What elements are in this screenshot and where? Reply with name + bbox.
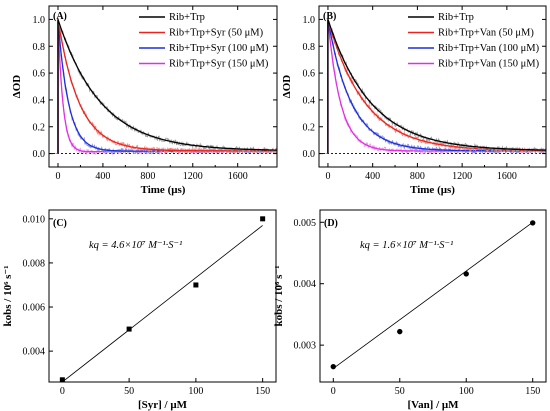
panel-label: (A) (53, 11, 67, 22)
legend-entry: Rib+Trp (169, 12, 205, 23)
y-tick-label: 0.010 (23, 214, 46, 225)
y-tick-label: 0.003 (294, 341, 317, 352)
x-axis-label: [Syr] / μM (138, 399, 188, 411)
series-1 (55, 17, 278, 155)
y-tick-label: 0.0 (303, 149, 316, 160)
legend-entry: Rib+Trp+Van (150 μM) (438, 59, 540, 70)
y-tick-label: 0.6 (33, 69, 46, 80)
x-axis-label: [Van] / μM (407, 399, 459, 411)
x-tick-label: 400 (365, 171, 380, 182)
series-fit-line (327, 19, 546, 154)
y-tick-label: 0.2 (33, 122, 46, 133)
linear-fit-line (333, 221, 533, 369)
series-fit-line (57, 19, 277, 154)
legend-entry: Rib+Trp+Syr (50 μM) (169, 28, 264, 39)
decay-panel-b: 0 400 800 1200 1600 0.0 0.2 0.4 0.6 0.8 1.0 Time (μ… (281, 5, 547, 196)
series-0 (55, 19, 278, 155)
panel-label: (B) (323, 11, 336, 22)
y-tick-label: 1.0 (33, 15, 46, 26)
y-tick-label: 0.8 (303, 42, 316, 53)
x-tick-label: 50 (124, 386, 134, 397)
y-tick-label: 0.2 (303, 122, 316, 133)
series-0 (325, 19, 547, 155)
y-axis-label: ΔOD (281, 75, 293, 98)
y-tick-label: 1.0 (303, 15, 316, 26)
series-raw-trace (55, 17, 278, 155)
series-fit-line (327, 19, 546, 154)
series-fit-line (57, 19, 277, 154)
y-tick-label: 0.4 (303, 95, 316, 106)
y-axis-label: ΔOD (11, 75, 23, 98)
x-tick-label: 400 (95, 171, 110, 182)
series-fit-line (57, 19, 277, 154)
x-tick-label: 800 (410, 171, 425, 182)
x-tick-label: 1600 (228, 171, 248, 182)
y-tick-label: 0.004 (294, 279, 317, 290)
kinetics-panel-d: 0 50 100 150 0.003 0.004 0.005 [Van] / μM kobs /… (273, 209, 547, 411)
x-tick-label: 100 (459, 386, 474, 397)
y-tick-label: 0.8 (33, 42, 46, 53)
x-tick-label: 1200 (183, 171, 203, 182)
x-tick-label: 0 (60, 386, 65, 397)
panel-label: (D) (324, 218, 338, 229)
x-tick-label: 1600 (497, 171, 517, 182)
legend-entry: Rib+Trp+Van (100 μM) (438, 43, 540, 54)
x-tick-label: 150 (255, 386, 270, 397)
x-axis-label: Time (μs) (410, 184, 455, 196)
x-tick-label: 0 (55, 171, 60, 182)
data-point (397, 328, 403, 335)
rate-constant-annotation: kq = 4.6×10⁷ M⁻¹·S⁻¹ (89, 240, 182, 251)
y-tick-label: 0.6 (303, 69, 316, 80)
x-tick-label: 50 (395, 386, 405, 397)
y-axis-label: kobs / 10⁶ s⁻¹ (273, 265, 285, 326)
y-axis-label: kobs / 10⁶ s⁻¹ (2, 265, 14, 326)
plot-frame (48, 209, 277, 383)
data-point (463, 271, 469, 277)
data-point (330, 363, 336, 370)
series-fit-line (327, 19, 546, 154)
legend-entry: Rib+Trp (438, 12, 474, 23)
rate-constant-annotation: kq = 1.6×10⁷ M⁻¹·S⁻¹ (360, 240, 453, 251)
x-tick-label: 100 (188, 386, 203, 397)
plot-frame (48, 5, 278, 168)
data-point (126, 326, 132, 332)
data-point (193, 282, 199, 288)
series-fit-line (57, 19, 277, 154)
data-point (260, 216, 266, 222)
x-tick-label: 0 (331, 386, 336, 397)
x-tick-label: 800 (140, 171, 155, 182)
y-tick-label: 0.004 (23, 347, 46, 358)
legend-entry: Rib+Trp+Van (50 μM) (438, 28, 534, 39)
y-tick-label: 0.006 (23, 303, 46, 314)
plot-frame (318, 5, 547, 168)
x-tick-label: 1200 (452, 171, 472, 182)
legend-entry: Rib+Trp+Syr (100 μM) (169, 43, 269, 54)
y-tick-label: 0.008 (23, 258, 46, 269)
x-tick-label: 150 (525, 386, 540, 397)
y-tick-label: 0.0 (33, 149, 46, 160)
decay-panel-a: 0 400 800 1200 1600 0.0 0.2 0.4 0.6 0.8 1.0 Time (μ… (11, 5, 278, 196)
data-point (530, 220, 536, 226)
y-tick-label: 0.4 (33, 95, 46, 106)
legend-entry: Rib+Trp+Syr (150 μM) (169, 59, 269, 70)
x-tick-label: 0 (325, 171, 330, 182)
y-tick-label: 0.005 (294, 218, 317, 229)
panel-label: (C) (53, 218, 67, 229)
x-axis-label: Time (μs) (141, 184, 186, 196)
plot-frame (319, 209, 547, 383)
kinetics-panel-c: 0 50 100 150 0.004 0.006 0.008 0.010 [Syr] / μM k… (2, 209, 277, 411)
linear-fit-line (62, 225, 263, 383)
series-fit-line (327, 19, 546, 154)
